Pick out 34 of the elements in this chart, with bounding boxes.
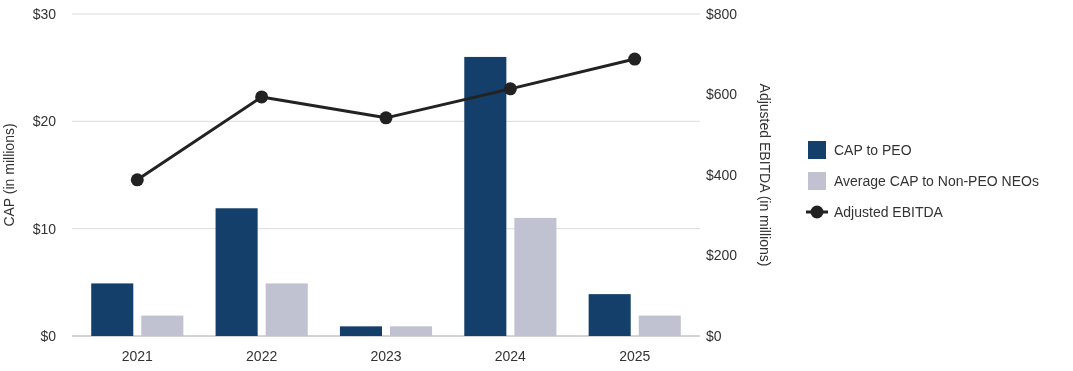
point (130, 173, 144, 187)
x-tick-label: 2021 (121, 347, 154, 364)
y-tick-label: $0 (40, 327, 57, 344)
x-tick-label: 2025 (619, 347, 651, 364)
x-tick-label: 2022 (246, 347, 278, 364)
bar (514, 217, 557, 336)
x-tick-label: 2023 (370, 347, 402, 364)
bar (390, 326, 433, 336)
bar (141, 315, 184, 336)
point (503, 82, 517, 96)
y2-tick-label: $400 (706, 166, 738, 183)
point (255, 90, 269, 104)
bar (91, 283, 134, 336)
y-tick-label: $30 (32, 5, 57, 22)
legend-label: Average CAP to Non-PEO NEOs (834, 172, 1039, 189)
bar (265, 283, 308, 336)
y2-tick-label: $800 (706, 5, 738, 22)
y-tick-label: $20 (32, 113, 57, 130)
y-tick-label: $10 (32, 220, 57, 237)
bar (464, 56, 507, 336)
y2-tick-label: $0 (706, 327, 722, 344)
x-tick-label: 2024 (494, 347, 527, 364)
y2-tick-label: $200 (706, 247, 738, 264)
legend-label: CAP to PEO (834, 141, 912, 158)
bar (339, 326, 382, 336)
y2-axis-title: Adjusted EBITDA (in millions) (757, 83, 773, 267)
point (379, 111, 393, 125)
bar (215, 208, 258, 336)
y2-tick-label: $600 (706, 86, 738, 103)
legend-label: Adjusted EBITDA (834, 203, 944, 220)
point (628, 52, 642, 66)
y-axis-title: CAP (in millions) (1, 123, 17, 227)
bar (588, 294, 631, 336)
bar (638, 315, 681, 336)
